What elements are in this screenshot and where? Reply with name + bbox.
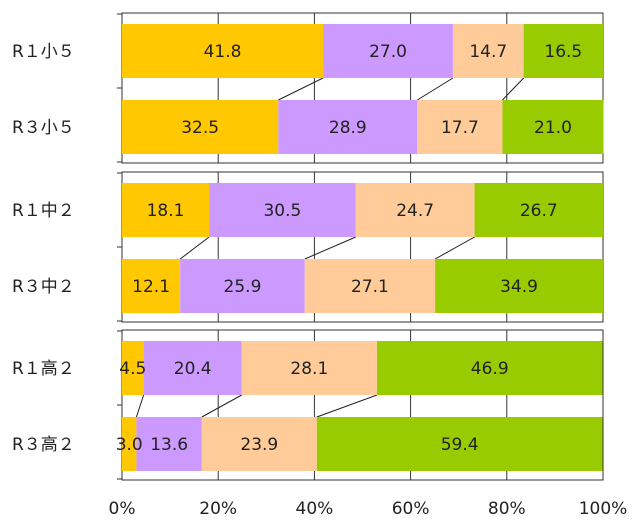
data-label: 12.1 [132, 277, 170, 297]
data-label: 34.9 [500, 277, 538, 297]
connector-line [304, 236, 356, 260]
data-label: 3.0 [116, 435, 143, 455]
data-label: 4.5 [119, 359, 146, 379]
category-label: R１小５ [12, 42, 75, 62]
bar-segment [417, 100, 503, 154]
bar-segment [143, 341, 242, 395]
connector-line [417, 77, 454, 101]
data-label: 17.7 [441, 118, 479, 138]
category-label: R１中２ [12, 201, 75, 221]
data-label: 32.5 [181, 118, 219, 138]
data-label: 23.9 [240, 435, 278, 455]
data-label: 41.8 [204, 42, 242, 62]
bar-segment [435, 259, 603, 313]
bar-segment [376, 341, 603, 395]
connector-line [278, 77, 324, 101]
bar-segment [122, 341, 144, 395]
data-label: 16.5 [544, 42, 582, 62]
bars [122, 24, 604, 471]
x-tick-label: 60% [392, 499, 430, 519]
bar-segment [452, 24, 524, 78]
data-label: 26.7 [520, 201, 558, 221]
data-label: 14.7 [469, 42, 507, 62]
bar-segment [122, 24, 324, 78]
x-axis-tick-labels: 0% 20% 40% 60% 80% 100% [109, 499, 628, 519]
x-tick-label: 40% [296, 499, 334, 519]
bar-segment [523, 24, 603, 78]
data-label: 13.6 [150, 435, 188, 455]
data-label: 46.9 [471, 359, 509, 379]
data-label: 24.7 [396, 201, 434, 221]
category-labels: R１小５ R３小５ R１中２ R３中２ R１高２ R３高２ [12, 42, 75, 455]
data-label: 59.4 [441, 435, 479, 455]
x-tick-label: 20% [199, 499, 237, 519]
data-label: 21.0 [534, 118, 572, 138]
connector-line [179, 236, 210, 260]
bar-segment [241, 341, 377, 395]
bar-segment [474, 183, 603, 237]
bar-segment [122, 417, 137, 471]
x-tick-label: 0% [109, 499, 136, 519]
connector-line [201, 394, 243, 418]
connector-line [502, 77, 524, 101]
data-label: 20.4 [174, 359, 212, 379]
category-label: R３中２ [12, 277, 75, 297]
bar-segment [201, 417, 317, 471]
bar-segment [122, 183, 210, 237]
bar-segment [122, 100, 279, 154]
x-tick-label: 100% [579, 499, 628, 519]
data-label: 30.5 [263, 201, 301, 221]
group-frames [121, 12, 604, 481]
bar-segment [304, 259, 436, 313]
bar-segment [502, 100, 604, 154]
segment-labels: 41.8 27.0 14.7 16.5 32.5 28.9 17.7 21.0 18.1 30.5… [116, 42, 583, 455]
connector-lines [135, 77, 524, 418]
category-label: R３小５ [12, 118, 75, 138]
data-label: 25.9 [224, 277, 262, 297]
bar-segment [209, 183, 356, 237]
bar-segment [180, 259, 305, 313]
category-label: R１高２ [12, 359, 75, 379]
connector-line [135, 394, 145, 418]
data-label: 28.9 [329, 118, 367, 138]
data-label: 27.0 [369, 42, 407, 62]
connector-line [316, 394, 378, 418]
bar-segment [278, 100, 418, 154]
data-label: 28.1 [290, 359, 328, 379]
bar-segment [122, 259, 181, 313]
bar-segment [136, 417, 202, 471]
data-label: 27.1 [351, 277, 389, 297]
bar-segment [355, 183, 475, 237]
bar-segment [316, 417, 603, 471]
connector-line [434, 236, 475, 260]
data-label: 18.1 [147, 201, 185, 221]
x-tick-label: 80% [488, 499, 526, 519]
bar-segment [323, 24, 453, 78]
category-label: R３高２ [12, 435, 75, 455]
